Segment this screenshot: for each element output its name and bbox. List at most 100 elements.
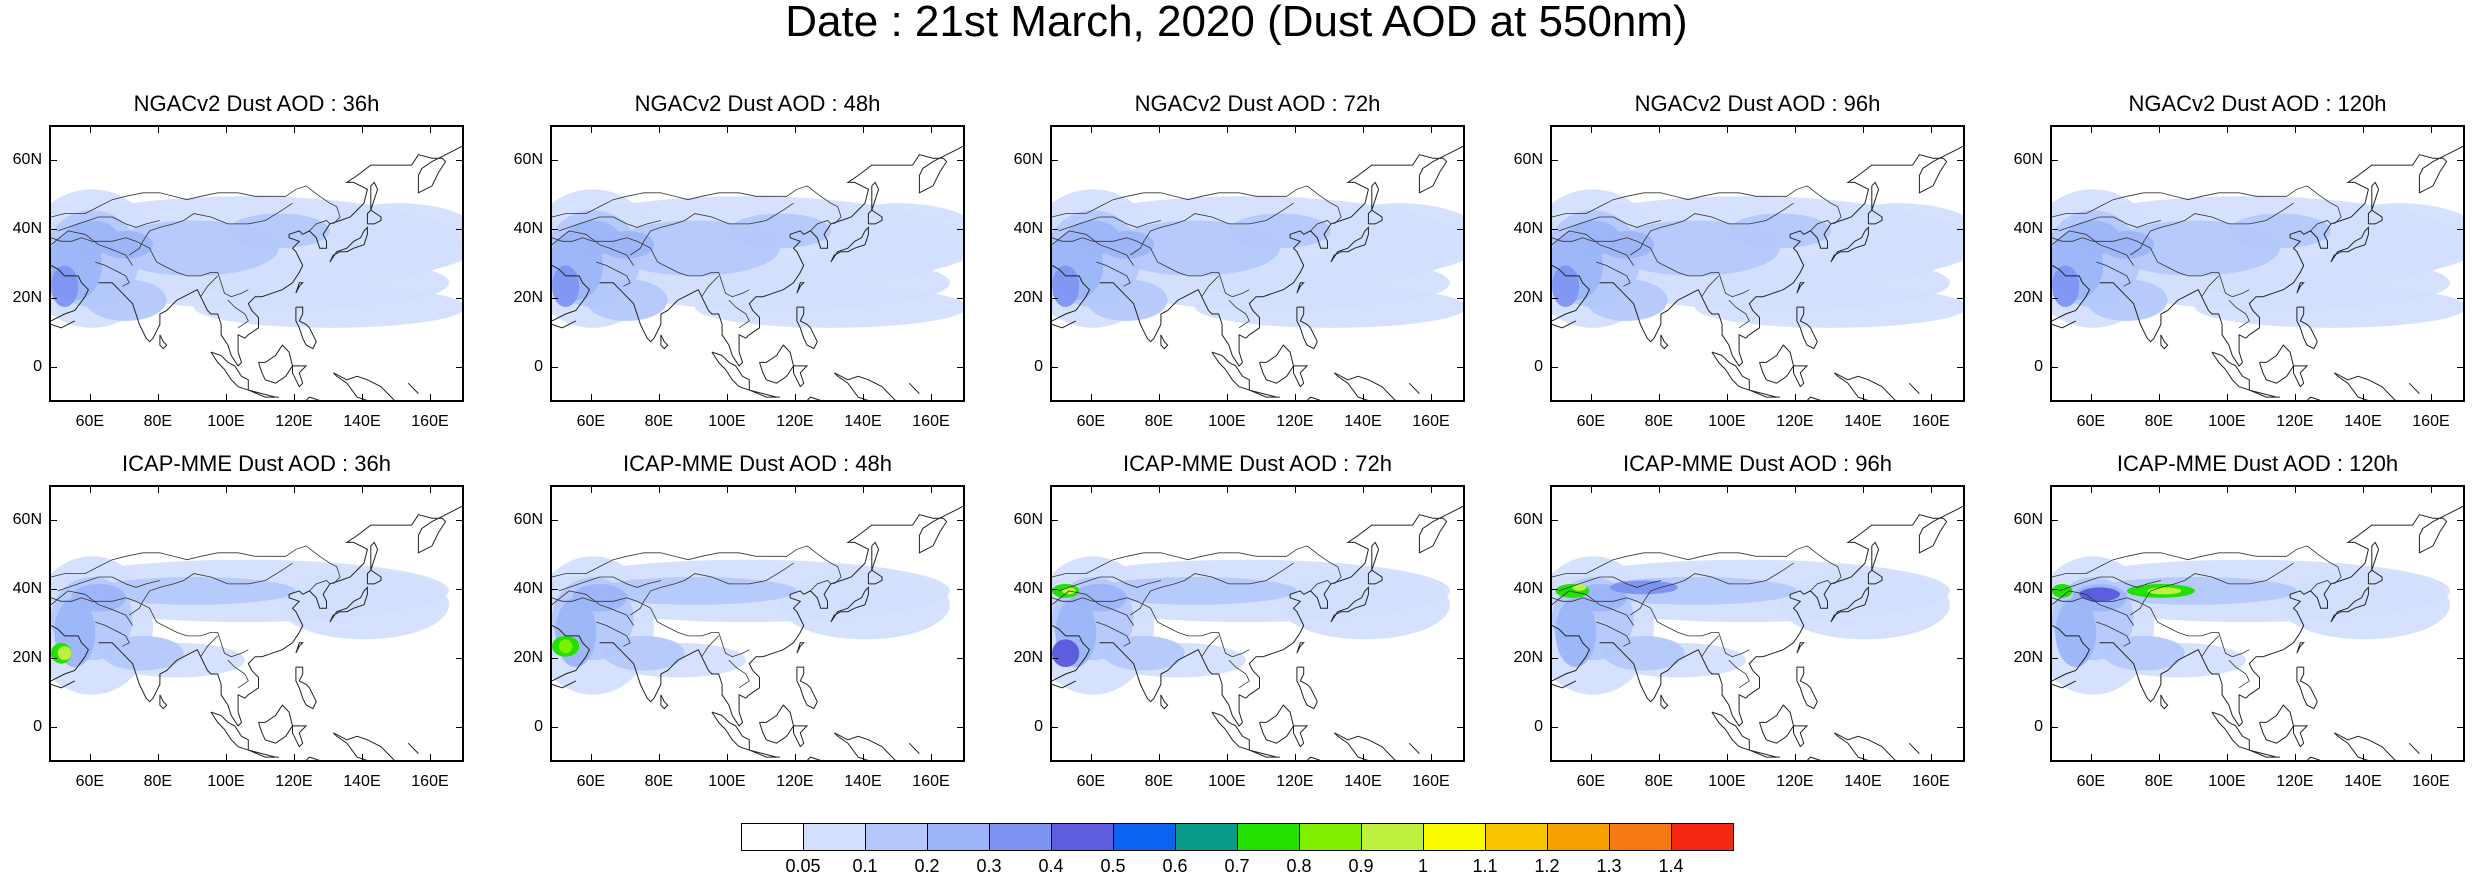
longitude-tick-label: 100E [207, 413, 245, 430]
border [2092, 597, 2219, 637]
longitude-tick [361, 125, 363, 133]
coastline [2433, 401, 2436, 403]
latitude-tick [957, 519, 965, 521]
longitude-tick-label: 60E [2076, 413, 2106, 430]
border [1052, 545, 1342, 585]
border [552, 185, 842, 225]
coastline [793, 725, 809, 748]
latitude-tick [1457, 658, 1465, 660]
border [2096, 621, 2131, 647]
longitude-tick-label: 100E [1208, 413, 1246, 430]
border [1592, 597, 1719, 637]
latitude-tick-label: 20N [12, 289, 42, 307]
longitude-tick [658, 485, 660, 493]
colorbar-label: 1.1 [1472, 856, 1498, 876]
longitude-tick [293, 754, 295, 762]
aod-shading [1052, 556, 1450, 695]
border [1310, 220, 1332, 232]
longitude-tick [1430, 125, 1432, 133]
border [1058, 576, 1161, 592]
longitude-tick-label: 160E [411, 413, 449, 430]
border [51, 185, 341, 225]
map-plot-area [2050, 485, 2465, 762]
coastline [332, 372, 395, 400]
longitude-tick-label: 160E [411, 773, 449, 790]
longitude-tick-label: 120E [776, 773, 814, 790]
latitude-tick [2457, 159, 2465, 161]
coastline [1871, 181, 1880, 211]
latitude-tick-label: 40N [1013, 579, 1043, 597]
map-panel: ICAP-MME Dust AOD : 120h 60N 40N 20N 0 60E 80E… [2005, 445, 2473, 797]
latitude-tick [1457, 727, 1465, 729]
latitude-tick-label: 40N [1513, 219, 1543, 237]
coastline [1867, 209, 1883, 225]
aod-contour [2103, 635, 2185, 671]
longitude-tick [157, 125, 159, 133]
page-title: Date : 21st March, 2020 (Dust AOD at 550… [785, 0, 1688, 46]
coastline [258, 704, 294, 744]
coastline [1871, 541, 1880, 571]
coastline [1306, 396, 1321, 400]
coastline [2160, 334, 2169, 350]
coastline [2296, 306, 2318, 350]
coastline [366, 209, 382, 225]
aod-contour [1086, 279, 1168, 321]
longitude-tick-label: 80E [1644, 773, 1674, 790]
latitude-tick-label: 60N [2013, 150, 2043, 168]
coastline [2433, 761, 2436, 763]
coastline [1296, 282, 1305, 294]
aod-shading [1052, 189, 1463, 328]
border [552, 237, 593, 242]
latitude-tick [456, 228, 464, 230]
latitude-tick [550, 228, 558, 230]
longitude-tick-label: 140E [343, 413, 381, 430]
coastline [1793, 725, 1809, 748]
latitude-tick [1050, 159, 1058, 161]
longitude-tick [2294, 394, 2296, 402]
coastline [2052, 625, 2091, 682]
latitude-tick [1957, 228, 1965, 230]
longitude-tick [2294, 125, 2296, 133]
border [2310, 220, 2332, 232]
longitude-tick [89, 485, 91, 493]
aod-hotspot [1052, 639, 1080, 668]
longitude-tick [1430, 754, 1432, 762]
longitude-tick-label: 140E [2344, 773, 2382, 790]
latitude-tick [2457, 658, 2465, 660]
country-borders [552, 185, 842, 329]
coastline [2052, 320, 2077, 329]
longitude-tick [2226, 125, 2228, 133]
border [1052, 590, 1134, 626]
longitude-tick [361, 754, 363, 762]
latitude-tick [1957, 727, 1965, 729]
longitude-tick [1862, 394, 1864, 402]
longitude-tick [862, 754, 864, 762]
coastline [833, 732, 896, 760]
border [592, 237, 719, 277]
longitude-tick [157, 485, 159, 493]
longitude-tick [293, 125, 295, 133]
map-plot-area [550, 485, 965, 762]
coastline [711, 351, 750, 391]
border [1096, 261, 1131, 287]
longitude-tick [2430, 754, 2432, 762]
coastline [1259, 704, 1295, 744]
latitude-tick [2457, 367, 2465, 369]
coastlines [2052, 505, 2463, 763]
border [1552, 230, 1634, 266]
colorbar-box [1051, 823, 1114, 851]
coastline [1333, 372, 1396, 400]
coastline [830, 586, 869, 623]
latitude-tick-label: 0 [534, 718, 543, 736]
border [309, 580, 331, 592]
latitude-tick [2050, 228, 2058, 230]
coastline [1796, 642, 1805, 654]
border [701, 275, 719, 297]
longitude-tick [89, 125, 91, 133]
longitude-tick-label: 80E [2144, 413, 2174, 430]
latitude-tick [957, 159, 965, 161]
aod-contour [227, 213, 330, 249]
aod-contour [1603, 635, 1685, 671]
coastline [871, 541, 880, 571]
border [728, 659, 750, 689]
